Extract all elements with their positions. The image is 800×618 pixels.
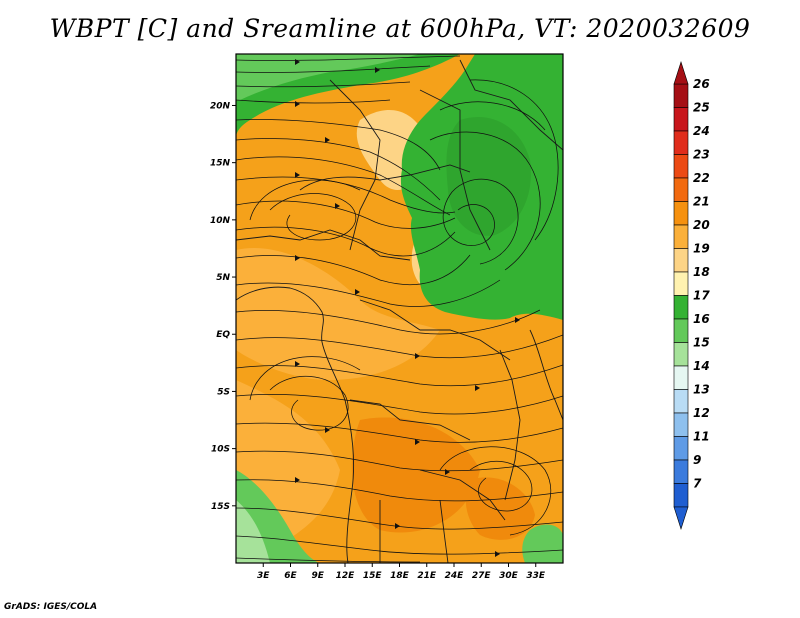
colorbar-label: 7 [693,477,702,491]
colorbar-swatch [673,248,689,273]
colorbar-label: 21 [693,195,710,209]
colorbar-label: 11 [693,430,710,444]
colorbar-label: 9 [693,453,701,467]
colorbar-label: 13 [693,383,710,397]
colorbar-swatch [673,154,689,179]
colorbar-swatch [673,412,689,437]
colorbar-swatch [673,365,689,390]
colorbar: 26 25 24 23 22 21 20 19 18 17 16 15 14 13 12 11 9 7 [673,61,710,530]
lon-tick-label: 21E [417,571,437,581]
colorbar-swatch [673,130,689,155]
grads-credit: GrADS: IGES/COLA [4,602,98,612]
longitude-axis: 3E 6E 9E 12E 15E 18E 21E 24E 27E 30E 33E [257,563,546,581]
colorbar-label: 16 [693,312,710,326]
lon-tick-label: 30E [499,571,519,581]
colorbar-swatch [673,224,689,249]
colorbar-label: 17 [693,289,710,303]
colorbar-label: 23 [693,148,710,162]
page-title: WBPT [C] and Sreamline at 600hPa, VT: 20… [49,14,751,43]
colorbar-bottom-arrow [673,506,689,530]
colorbar-label: 25 [693,101,710,115]
colorbar-top-arrow [673,61,689,85]
colorbar-label: 20 [693,218,710,232]
lon-tick-label: 12E [336,571,356,581]
lat-tick-label: 5N [216,273,230,283]
colorbar-swatch [673,177,689,202]
streamlines [236,55,563,563]
lat-tick-label: 15N [210,159,231,169]
colorbar-swatch [673,342,689,367]
lat-tick-label: 15S [211,502,230,512]
colorbar-swatch [673,436,689,461]
colorbar-swatch [673,107,689,132]
lat-tick-label: 10N [210,216,231,226]
colorbar-swatch [673,459,689,484]
colorbar-swatch [673,83,689,108]
lon-tick-label: 33E [526,571,546,581]
colorbar-swatch [673,295,689,320]
colorbar-label: 22 [693,171,710,185]
colorbar-swatch [673,389,689,414]
lon-tick-label: 15E [363,571,383,581]
colorbar-swatch [673,483,689,508]
lon-tick-label: 24E [445,571,465,581]
wbpt-field [236,54,563,563]
colorbar-label: 26 [693,77,710,91]
lat-tick-label: 5S [217,387,230,397]
lon-tick-label: 9E [312,571,325,581]
lon-tick-label: 18E [390,571,410,581]
lon-tick-label: 6E [284,571,297,581]
lon-tick-label: 3E [257,571,270,581]
colorbar-label: 19 [693,242,710,256]
lat-tick-label: EQ [216,330,230,340]
colorbar-swatch [673,318,689,343]
colorbar-swatch [673,201,689,226]
colorbar-label: 14 [693,359,710,373]
lon-tick-label: 27E [472,571,492,581]
colorbar-label: 24 [693,124,710,138]
colorbar-label: 18 [693,265,710,279]
lat-tick-label: 10S [211,445,230,455]
lat-tick-label: 20N [210,101,231,111]
colorbar-label: 15 [693,336,710,350]
colorbar-label: 12 [693,406,710,420]
colorbar-swatch [673,271,689,296]
latitude-axis: 20N 15N 10N 5N EQ 5S 10S 15S [210,101,236,512]
streamline-arrows [295,59,520,557]
